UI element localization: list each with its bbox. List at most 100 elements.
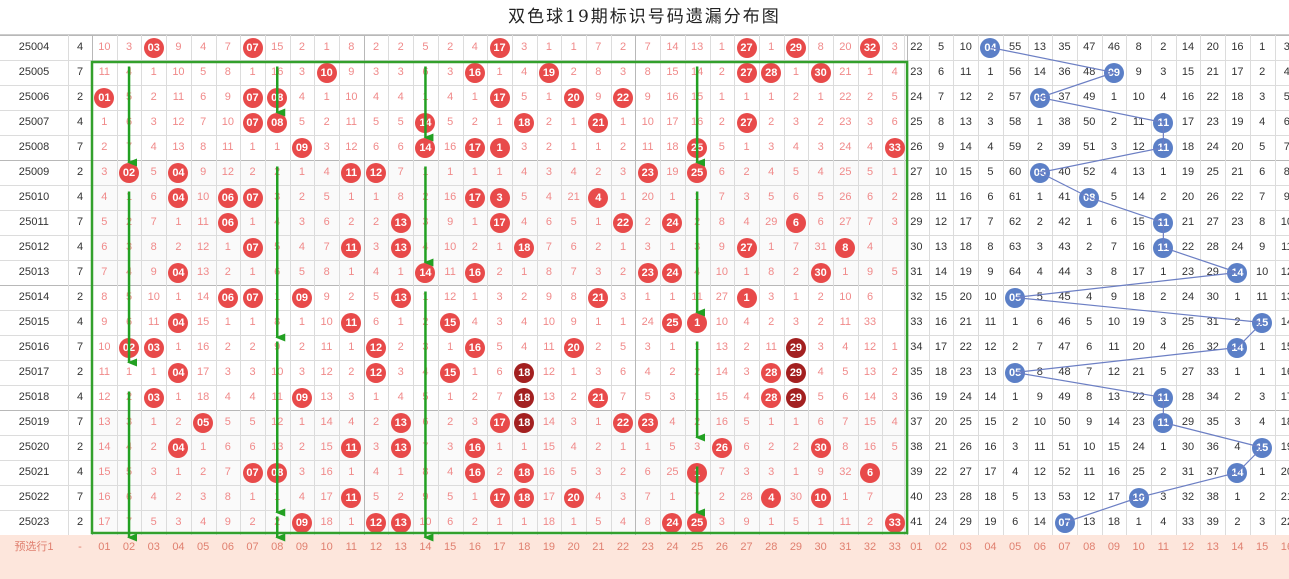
miss-count: 1	[274, 491, 281, 503]
footer-red-number[interactable]: 15	[437, 535, 463, 560]
footer-blue-number[interactable]: 04	[978, 535, 1003, 560]
miss-count: 8	[274, 316, 281, 328]
miss-count: 1	[422, 91, 429, 103]
blue-miss-count: 50	[1083, 116, 1096, 128]
footer-red-number[interactable]: 11	[339, 535, 364, 560]
blue-miss-count: 10	[934, 166, 948, 178]
miss-count: 1	[792, 416, 799, 428]
footer-red-number[interactable]: 23	[635, 535, 661, 560]
miss-count: 6	[397, 141, 404, 153]
footer-blue-number[interactable]: 03	[953, 535, 979, 560]
footer-red-number[interactable]: 22	[610, 535, 636, 560]
footer-blue-number[interactable]: 02	[928, 535, 954, 560]
miss-count: 3	[792, 316, 799, 328]
blue-miss-count: 9	[987, 266, 994, 278]
footer-red-number[interactable]: 30	[808, 535, 833, 560]
miss-count: 1	[644, 291, 651, 303]
footer-red-number[interactable]: 12	[363, 535, 389, 560]
footer-red-number[interactable]: 06	[215, 535, 241, 560]
footer-red-number[interactable]: 24	[660, 535, 685, 560]
footer-red-number[interactable]: 16	[462, 535, 488, 560]
footer-blue-number[interactable]: 09	[1101, 535, 1127, 560]
miss-count: 18	[542, 516, 556, 528]
footer-blue-number[interactable]: 15	[1249, 535, 1275, 560]
footer-blue-number[interactable]: 07	[1052, 535, 1077, 560]
footer-red-number[interactable]: 10	[314, 535, 339, 560]
miss-count: 5	[125, 291, 133, 303]
footer-red-number[interactable]: 29	[783, 535, 809, 560]
red-ball: 25	[687, 137, 708, 158]
red-ball: 29	[785, 362, 806, 383]
miss-count: 4	[274, 216, 281, 228]
footer-red-number[interactable]: 07	[240, 535, 265, 560]
footer-red-number[interactable]: 33	[882, 535, 908, 560]
blue-miss-count: 9	[1036, 391, 1043, 403]
blue-miss-count: 14	[1181, 41, 1195, 53]
miss-count: 6	[866, 191, 874, 203]
footer-red-number[interactable]: 01	[92, 535, 117, 560]
blue-miss-count: 18	[959, 241, 972, 253]
footer-red-number[interactable]: 21	[586, 535, 611, 560]
miss-count: 1	[471, 166, 478, 178]
miss-count: 1	[348, 466, 355, 478]
miss-count: 1	[471, 291, 478, 303]
footer-red-number[interactable]: 17	[487, 535, 512, 560]
footer-red-number[interactable]: 04	[166, 535, 191, 560]
blue-miss-count: 36	[1206, 441, 1219, 453]
miss-count: 9	[743, 516, 750, 528]
footer-red-number[interactable]: 26	[709, 535, 735, 560]
footer-blue-number[interactable]: 11	[1151, 535, 1176, 560]
footer-red-number[interactable]: 19	[536, 535, 562, 560]
footer-blue-number[interactable]: 12	[1175, 535, 1201, 560]
footer-blue-number[interactable]: 14	[1225, 535, 1250, 560]
footer-red-number[interactable]: 20	[561, 535, 586, 560]
footer-red-number[interactable]: 28	[758, 535, 784, 560]
miss-count: 12	[271, 416, 284, 428]
blue-miss-count: 48	[1058, 366, 1071, 378]
footer-red-number[interactable]: 27	[734, 535, 759, 560]
miss-count: 3	[743, 466, 750, 478]
miss-count: 13	[271, 441, 284, 453]
miss-count: 6	[570, 241, 577, 253]
blue-miss-count: 12	[959, 91, 972, 103]
blue-miss-count: 19	[1181, 166, 1195, 178]
miss-count: 3	[743, 191, 750, 203]
blue-ball: 15	[1252, 312, 1273, 333]
footer-red-number[interactable]: 31	[833, 535, 858, 560]
miss-count: 5	[718, 141, 725, 153]
miss-count: 1	[718, 91, 725, 103]
footer-red-number[interactable]: 03	[141, 535, 167, 560]
footer-issue-label[interactable]: 预选行1	[0, 535, 68, 560]
miss-count: 6	[249, 441, 256, 453]
footer-blue-number[interactable]: 13	[1200, 535, 1226, 560]
footer-red-number[interactable]: 02	[116, 535, 142, 560]
blue-ball: 06	[1029, 162, 1050, 183]
footer-red-number[interactable]: 18	[511, 535, 537, 560]
blue-miss-count: 8	[1135, 41, 1142, 53]
footer-red-number[interactable]: 08	[264, 535, 290, 560]
footer-red-number[interactable]: 32	[857, 535, 883, 560]
miss-count: 11	[839, 516, 852, 528]
footer-blue-number[interactable]: 08	[1076, 535, 1102, 560]
blue-miss-count: 7	[937, 91, 945, 103]
footer-red-number[interactable]: 09	[289, 535, 315, 560]
footer-blue-number[interactable]: 16	[1274, 535, 1289, 560]
miss-count: 7	[496, 391, 503, 403]
footer-blue-number[interactable]: 01	[904, 535, 929, 560]
blue-miss-count: 9	[1110, 291, 1117, 303]
blue-miss-count: 16	[1132, 241, 1145, 253]
footer-red-number[interactable]: 14	[413, 535, 438, 560]
footer-red-number[interactable]: 05	[190, 535, 216, 560]
blue-ball: 11	[1153, 237, 1174, 258]
miss-count: 9	[323, 291, 330, 303]
footer-red-number[interactable]: 25	[684, 535, 710, 560]
footer-red-number[interactable]: 13	[388, 535, 414, 560]
miss-count: 3	[274, 191, 281, 203]
footer-blue-number[interactable]: 10	[1126, 535, 1151, 560]
footer-blue-number[interactable]: 06	[1027, 535, 1053, 560]
miss-count: 13	[691, 41, 704, 53]
miss-count: 1	[496, 116, 503, 128]
blue-miss-count: 31	[1206, 316, 1219, 328]
footer-blue-number[interactable]: 05	[1002, 535, 1028, 560]
